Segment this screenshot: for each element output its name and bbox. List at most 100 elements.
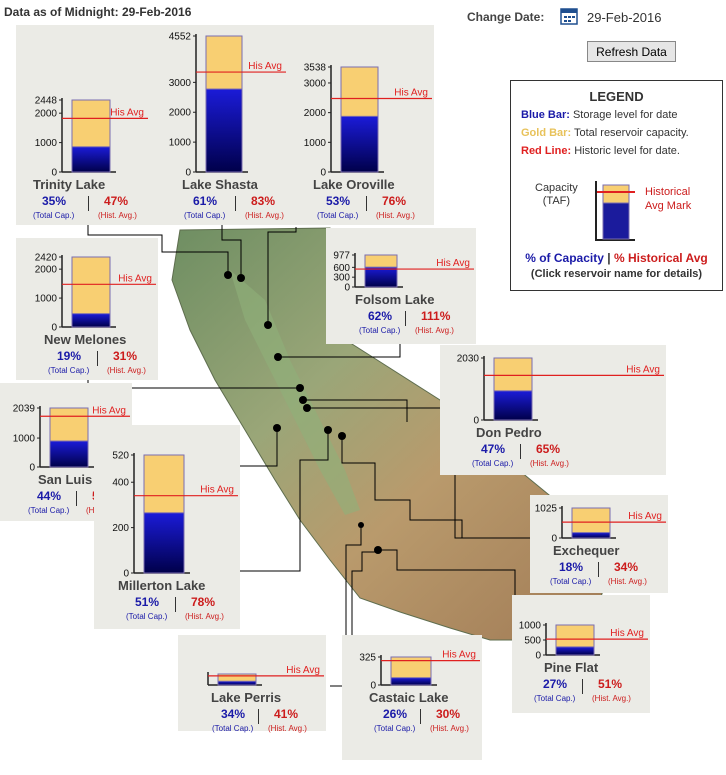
y-tick-label: 0 [29,463,35,474]
total-cap-label: (Total Cap.) [550,577,592,586]
reservoir-name-new-melones[interactable]: New Melones [44,332,127,347]
legend-mark-line2: Avg Mark [645,200,692,212]
reservoir-name-don-pedro[interactable]: Don Pedro [476,425,542,440]
calendar-icon[interactable] [560,7,578,25]
legend-pct-capacity: % of Capacity [525,251,604,265]
pct-divider [582,679,583,694]
storage-bar [49,440,89,468]
y-tick-label: 500 [524,636,541,647]
total-cap-label: (Total Cap.) [33,211,75,220]
his-avg-label: His Avg [628,511,662,522]
legend-capacity-label: Capacity (TAF) [535,182,578,208]
legend-red-desc: Historic level for date. [574,145,680,157]
legend-gold-key: Gold Bar: [521,127,572,139]
reservoir-name-exchequer[interactable]: Exchequer [553,543,620,558]
legend-footer: (Click reservoir name for details) [530,268,703,280]
hist-avg-label: (Hist. Avg.) [608,577,647,586]
y-tick-label: 1000 [35,294,58,305]
reservoir-panel-folsom-lake: His Avg 977 600 300 0 Folsom Lake 62% 111% (Tota… [326,228,476,344]
total-cap-label: (Total Cap.) [374,724,416,733]
reservoir-chart-trinity-lake: His Avg 2448 2000 1000 0 [35,96,148,179]
legend-box: LEGEND Blue Bar: Storage level for date … [510,80,723,291]
total-cap-label: (Total Cap.) [126,612,168,621]
pct-hist-new-melones: 31% [113,349,138,363]
total-cap-label: (Total Cap.) [184,211,226,220]
reservoir-panel-trinity-lake: His Avg 2448 2000 1000 0 Trinity Lake 35% 47% (T… [16,25,150,225]
pct-divider [175,597,176,612]
his-avg-label: His Avg [436,258,470,269]
reservoir-name-trinity-lake[interactable]: Trinity Lake [33,177,106,192]
total-cap-label: (Total Cap.) [28,506,70,515]
reservoir-name-pine-flat[interactable]: Pine Flat [544,660,599,675]
y-tick-label: 3000 [169,78,192,89]
change-date-label: Change Date: [467,10,545,24]
reservoir-chart-lake-perris: His Avg [207,665,324,686]
data-as-of-title: Data as of Midnight: 29-Feb-2016 [4,5,192,19]
pct-divider [97,351,98,366]
pct-hist-folsom-lake: 111% [421,309,451,323]
y-tick-label: 2030 [457,354,480,365]
total-cap-label: (Total Cap.) [359,326,401,335]
y-tick-label: 1000 [35,138,58,149]
storage-bar [217,680,257,686]
legend-title: LEGEND [589,89,644,104]
y-tick-label: 2000 [35,109,58,120]
y-tick-label: 0 [123,569,129,580]
total-cap-label: (Total Cap.) [472,459,514,468]
pct-capacity-pine-flat: 27% [543,677,568,691]
storage-bar [555,646,595,656]
storage-bar [340,115,379,173]
storage-bar [205,88,243,173]
reservoir-name-castaic-lake[interactable]: Castaic Lake [369,690,449,705]
storage-bar [390,677,432,686]
reservoir-panel-lake-perris: His Avg Lake Perris 34% 41% (Total Cap.) (His… [178,635,326,733]
y-tick-label: 0 [51,323,57,334]
his-avg-label: His Avg [92,405,126,416]
hist-avg-label: (Hist. Avg.) [185,612,224,621]
hist-avg-label: (Hist. Avg.) [107,366,146,375]
y-tick-label: 2000 [304,108,327,119]
reservoir-chart-castaic-lake: His Avg 325 0 [359,650,480,692]
reservoir-chart-pine-flat: His Avg 1000 500 0 [519,621,648,662]
legend-blue-row: Blue Bar: Storage level for date [521,109,678,121]
pct-hist-lake-perris: 41% [274,707,299,721]
y-tick-label: 0 [370,681,376,692]
y-tick-label: 2000 [35,265,58,276]
storage-bar [143,512,185,574]
reservoir-dots [224,271,382,554]
y-tick-label: 1000 [519,621,542,632]
reservoir-chart-don-pedro: His Avg 2030 0 [457,354,664,427]
legend-mark-line1: Historical [645,186,691,198]
pct-hist-castaic-lake: 30% [436,707,461,721]
reservoir-name-san-luis[interactable]: San Luis [38,472,93,487]
hist-avg-label: (Hist. Avg.) [376,211,415,220]
his-avg-label: His Avg [286,665,320,676]
pct-hist-exchequer: 34% [614,560,639,574]
y-tick-label: 3000 [304,78,327,89]
y-tick-label: 300 [333,273,350,284]
reservoir-name-millerton-lake[interactable]: Millerton Lake [118,578,206,593]
y-tick-label: 0 [473,416,479,427]
refresh-data-button[interactable]: Refresh Data [587,41,676,62]
hist-avg-label: (Hist. Avg.) [530,459,569,468]
legend-sep: | [607,251,611,265]
reservoir-chart-lake-shasta: His Avg 4552 3000 2000 1000 0 [169,32,286,179]
legend-red-key: Red Line: [521,145,572,157]
hist-avg-label: (Hist. Avg.) [592,694,631,703]
y-tick-label: 2039 [13,404,36,415]
date-value[interactable]: 29-Feb-2016 [587,10,662,25]
y-tick-label: 200 [112,523,129,534]
pct-capacity-millerton-lake: 51% [135,595,160,609]
total-cap-label: (Total Cap.) [48,366,90,375]
legend-pct-hist: % Historical Avg [613,251,708,265]
reservoir-name-folsom-lake[interactable]: Folsom Lake [355,292,435,307]
y-tick-label: 2420 [35,253,58,264]
reservoir-name-lake-perris[interactable]: Lake Perris [211,690,282,705]
reservoir-name-lake-oroville[interactable]: Lake Oroville [313,177,395,192]
his-avg-label: His Avg [610,628,644,639]
hist-avg-label: (Hist. Avg.) [245,211,284,220]
reservoir-chart-exchequer: His Avg 1025 0 [535,504,666,545]
reservoir-name-lake-shasta[interactable]: Lake Shasta [182,177,258,192]
